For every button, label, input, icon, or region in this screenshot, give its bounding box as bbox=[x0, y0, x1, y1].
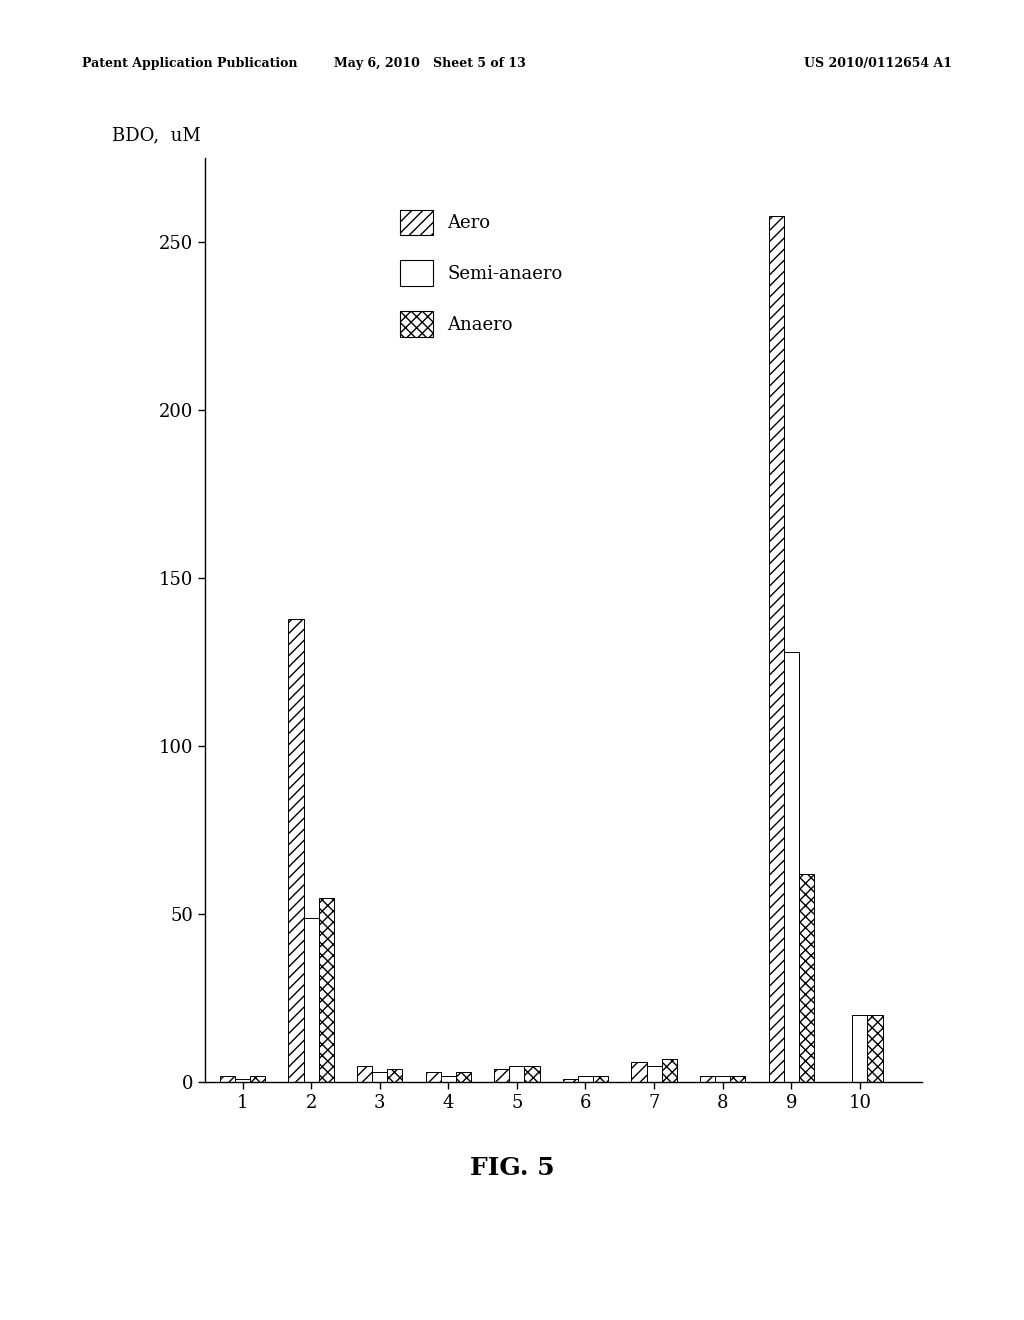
Bar bbox=[318, 898, 334, 1082]
Bar bbox=[867, 1015, 883, 1082]
Bar bbox=[700, 1076, 715, 1082]
Bar bbox=[250, 1076, 265, 1082]
Bar bbox=[509, 1065, 524, 1082]
Bar bbox=[593, 1076, 608, 1082]
Text: FIG. 5: FIG. 5 bbox=[470, 1156, 554, 1180]
Bar bbox=[357, 1065, 372, 1082]
Bar bbox=[303, 917, 318, 1082]
Text: May 6, 2010   Sheet 5 of 13: May 6, 2010 Sheet 5 of 13 bbox=[334, 57, 526, 70]
Bar bbox=[730, 1076, 745, 1082]
Bar bbox=[456, 1072, 471, 1082]
Bar bbox=[783, 652, 799, 1082]
Text: BDO,  uM: BDO, uM bbox=[112, 127, 201, 145]
Bar bbox=[646, 1065, 662, 1082]
Bar bbox=[387, 1069, 402, 1082]
Text: US 2010/0112654 A1: US 2010/0112654 A1 bbox=[804, 57, 952, 70]
Bar bbox=[426, 1072, 440, 1082]
Bar bbox=[440, 1076, 456, 1082]
Bar bbox=[578, 1076, 593, 1082]
Bar bbox=[495, 1069, 509, 1082]
Bar bbox=[769, 215, 783, 1082]
Legend: Aero, Semi-anaero, Anaero: Aero, Semi-anaero, Anaero bbox=[386, 195, 577, 351]
Bar bbox=[852, 1015, 867, 1082]
Bar bbox=[715, 1076, 730, 1082]
Bar bbox=[632, 1063, 646, 1082]
Bar bbox=[799, 874, 814, 1082]
Bar bbox=[372, 1072, 387, 1082]
Bar bbox=[234, 1078, 250, 1082]
Bar bbox=[662, 1059, 677, 1082]
Bar bbox=[220, 1076, 234, 1082]
Text: Patent Application Publication: Patent Application Publication bbox=[82, 57, 297, 70]
Bar bbox=[563, 1078, 578, 1082]
Bar bbox=[289, 619, 303, 1082]
Bar bbox=[524, 1065, 540, 1082]
